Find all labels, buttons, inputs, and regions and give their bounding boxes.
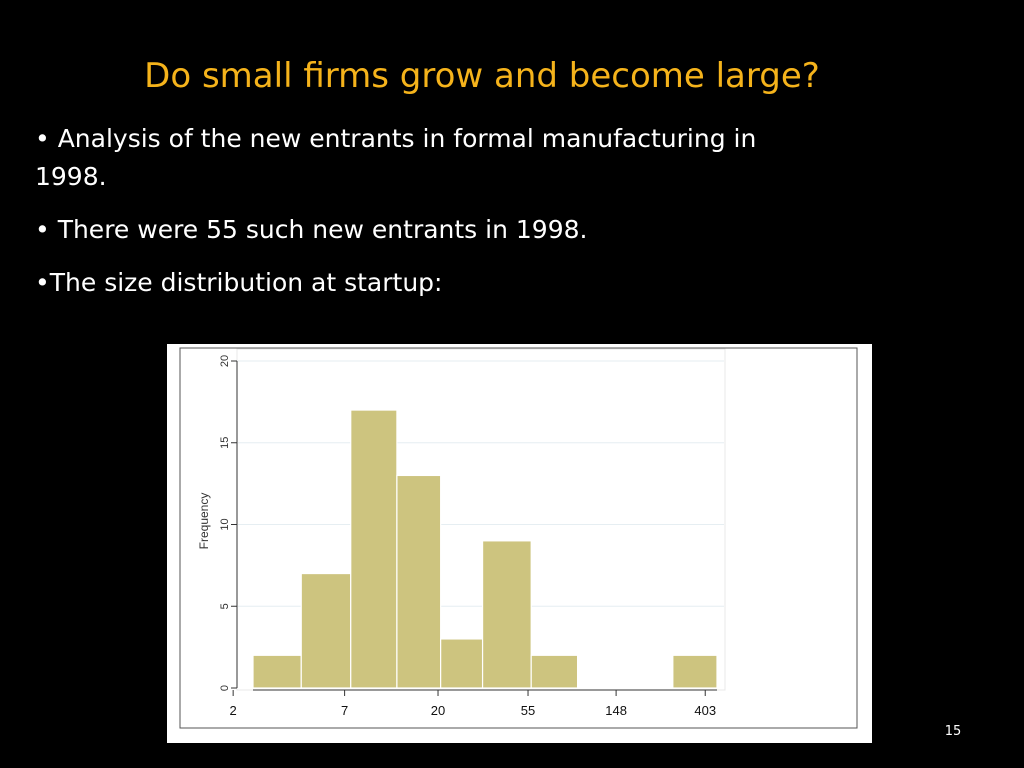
bullet-entrant-count: • There were 55 such new entrants in 199…	[35, 215, 588, 244]
histogram-bar	[672, 654, 718, 689]
histogram-chart: 0 5 10 15 20 2 7 20 55 148 403 Frequency	[167, 344, 872, 743]
x-tick-label: 2	[230, 703, 237, 718]
histogram-bar	[440, 638, 484, 689]
histogram-svg: 0 5 10 15 20 2 7 20 55 148 403 Frequency	[179, 347, 858, 729]
y-tick-label: 10	[219, 518, 231, 530]
bullet-list: • Analysis of the new entrants in formal…	[35, 120, 835, 317]
histogram-bar	[481, 540, 532, 689]
bars	[252, 409, 718, 689]
bullet-analysis: • Analysis of the new entrants in formal…	[35, 124, 757, 191]
x-tick-label: 403	[694, 703, 716, 718]
x-tick-label: 148	[605, 703, 627, 718]
y-tick-label: 5	[219, 603, 231, 609]
y-tick-label: 20	[219, 355, 231, 367]
bullet-size-distribution: •The size distribution at startup:	[35, 268, 443, 297]
histogram-bar	[350, 409, 398, 689]
axes: 0 5 10 15 20 2 7 20 55 148 403	[219, 355, 717, 718]
y-axis-label: Frequency	[197, 493, 211, 550]
x-tick-label: 20	[431, 703, 445, 718]
y-tick-label: 0	[219, 685, 231, 691]
y-tick-label: 15	[219, 437, 231, 449]
x-tick-label: 7	[341, 703, 348, 718]
histogram-bar	[396, 474, 442, 689]
x-tick-label: 55	[521, 703, 535, 718]
slide-title: Do small firms grow and become large?	[144, 56, 820, 96]
histogram-bar	[252, 654, 302, 689]
histogram-bar	[530, 654, 579, 689]
histogram-bar	[300, 572, 352, 689]
page-number: 15	[944, 724, 962, 739]
